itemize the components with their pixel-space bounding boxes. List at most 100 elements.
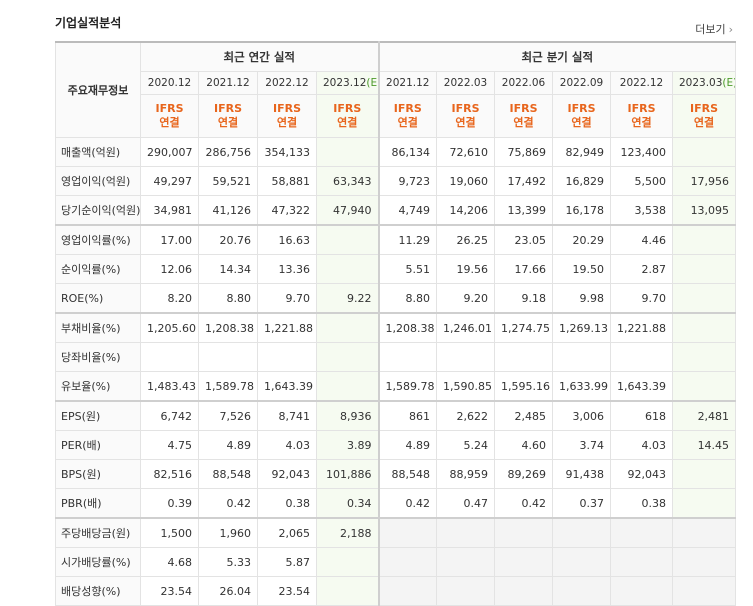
value-cell bbox=[316, 371, 379, 402]
row-label: 매출액(억원) bbox=[55, 137, 141, 167]
value-cell bbox=[316, 342, 379, 372]
value-cell: 17.66 bbox=[494, 254, 553, 284]
standard-name: IFRS bbox=[567, 102, 596, 115]
row-label: 순이익률(%) bbox=[55, 254, 141, 284]
value-cell: 1,589.78 bbox=[198, 371, 258, 402]
value-cell: 72,610 bbox=[436, 137, 495, 167]
value-cell: 354,133 bbox=[257, 137, 317, 167]
value-cell bbox=[494, 517, 553, 548]
value-cell: 3,006 bbox=[552, 400, 611, 431]
value-cell: 1,208.38 bbox=[377, 312, 437, 343]
value-cell: 11.29 bbox=[377, 224, 437, 255]
value-cell: 20.76 bbox=[198, 224, 258, 255]
period-date: 2020.12 bbox=[147, 77, 192, 89]
value-cell: 3.89 bbox=[316, 430, 379, 460]
value-cell: 92,043 bbox=[257, 459, 317, 489]
row-label: PER(배) bbox=[55, 430, 141, 460]
row-label: 당기순이익(억원) bbox=[55, 195, 141, 226]
value-cell bbox=[494, 342, 553, 372]
period-row: 2020.122021.122022.122023.12(E)2021.1220… bbox=[56, 71, 737, 95]
header-row: 주요재무정보 최근 연간 실적 최근 분기 실적 bbox=[55, 41, 737, 138]
period: 2022.12 bbox=[257, 71, 317, 95]
data-row: BPS(원) 82,516 88,548 92,043 101,886 88,548 88,… bbox=[55, 459, 737, 489]
value-cell bbox=[552, 576, 611, 606]
row-label: 유보율(%) bbox=[55, 371, 141, 402]
value-cell: 0.42 bbox=[494, 488, 553, 519]
value-cell: 4.03 bbox=[257, 430, 317, 460]
standard-name: IFRS bbox=[155, 102, 184, 115]
value-cell: 82,516 bbox=[140, 459, 199, 489]
data-row: EPS(원) 6,742 7,526 8,741 8,936 861 2,622 2,485 3… bbox=[55, 400, 737, 431]
value-cell: 19,060 bbox=[436, 166, 495, 196]
period-date: 2023.12 bbox=[323, 77, 367, 89]
period: 2022.12 bbox=[610, 71, 673, 95]
value-cell bbox=[316, 576, 379, 606]
value-cell: 6,742 bbox=[140, 400, 199, 431]
value-cell: 1,274.75 bbox=[494, 312, 553, 343]
value-cell: 123,400 bbox=[610, 137, 673, 167]
value-cell bbox=[671, 547, 737, 577]
data-row: 당기순이익(억원) 34,981 41,126 47,322 47,940 4,749 14… bbox=[55, 195, 737, 226]
standard-row: IFRS 연결 IFRS 연결 IFRS 연결 IFRS 연결 IFRS 연결 IFRS 연결 IFRS… bbox=[56, 94, 737, 138]
standard: IFRS 연결 bbox=[436, 94, 495, 138]
value-cell: 88,548 bbox=[198, 459, 258, 489]
period: 2020.12 bbox=[140, 71, 199, 95]
period-date: 2022.12 bbox=[265, 77, 309, 89]
value-cell bbox=[552, 517, 611, 548]
value-cell: 88,959 bbox=[436, 459, 495, 489]
value-cell: 1,500 bbox=[140, 517, 199, 548]
value-cell: 1,643.39 bbox=[257, 371, 317, 402]
value-cell bbox=[671, 459, 737, 489]
value-cell bbox=[610, 342, 673, 372]
value-cell: 0.42 bbox=[198, 488, 258, 519]
value-cell: 13,095 bbox=[671, 195, 737, 226]
standard-basis: 연결 bbox=[159, 116, 180, 129]
value-cell: 9.20 bbox=[436, 283, 495, 314]
value-cell bbox=[316, 547, 379, 577]
value-cell: 3,538 bbox=[610, 195, 673, 226]
value-cell: 4.46 bbox=[610, 224, 673, 255]
value-cell: 4.68 bbox=[140, 547, 199, 577]
value-cell: 23.54 bbox=[257, 576, 317, 606]
row-label: BPS(원) bbox=[55, 459, 141, 489]
value-cell: 16,829 bbox=[552, 166, 611, 196]
period: 2022.06 bbox=[494, 71, 553, 95]
value-cell: 17,492 bbox=[494, 166, 553, 196]
standard-basis: 연결 bbox=[217, 116, 239, 129]
value-cell bbox=[671, 517, 737, 548]
value-cell bbox=[494, 547, 553, 577]
period-date: 2022.03 bbox=[443, 77, 488, 89]
row-label: ROE(%) bbox=[55, 283, 141, 314]
value-cell: 49,297 bbox=[140, 166, 199, 196]
value-cell: 5.51 bbox=[377, 254, 437, 284]
row-label: EPS(원) bbox=[55, 400, 141, 431]
value-cell: 286,756 bbox=[198, 137, 258, 167]
value-cell bbox=[552, 342, 611, 372]
standard: IFRS 연결 bbox=[316, 94, 379, 138]
period: 2022.03 bbox=[436, 71, 495, 95]
value-cell: 2,622 bbox=[436, 400, 495, 431]
data-row: 배당성향(%) 23.54 26.04 23.54 bbox=[55, 576, 737, 606]
value-cell: 91,438 bbox=[552, 459, 611, 489]
value-cell: 0.42 bbox=[377, 488, 437, 519]
row-label: 영업이익률(%) bbox=[55, 224, 141, 255]
value-cell: 16.63 bbox=[257, 224, 317, 255]
value-cell: 8.80 bbox=[198, 283, 258, 314]
value-cell: 1,643.39 bbox=[610, 371, 673, 402]
value-cell: 4.75 bbox=[140, 430, 199, 460]
table-head: 주요재무정보 최근 연간 실적 최근 분기 실적 2020.12 2021.12 2022… bbox=[55, 41, 737, 138]
quarterly-header: 최근 분기 실적 bbox=[377, 41, 737, 72]
standard-name: IFRS bbox=[393, 102, 422, 115]
value-cell: 58,881 bbox=[257, 166, 317, 196]
row-label: 영업이익(억원) bbox=[55, 166, 141, 196]
value-cell: 8,936 bbox=[316, 400, 379, 431]
row-label: 시가배당률(%) bbox=[55, 547, 141, 577]
standard-basis: 연결 bbox=[631, 116, 652, 129]
value-cell: 5,500 bbox=[610, 166, 673, 196]
value-cell: 59,521 bbox=[198, 166, 258, 196]
period: 2021.12 bbox=[377, 71, 437, 95]
standard: IFRS 연결 bbox=[671, 94, 737, 138]
value-cell bbox=[671, 576, 737, 606]
more-link[interactable]: 더보기 bbox=[695, 21, 733, 37]
data-row: 시가배당률(%) 4.68 5.33 5.87 bbox=[55, 547, 737, 577]
